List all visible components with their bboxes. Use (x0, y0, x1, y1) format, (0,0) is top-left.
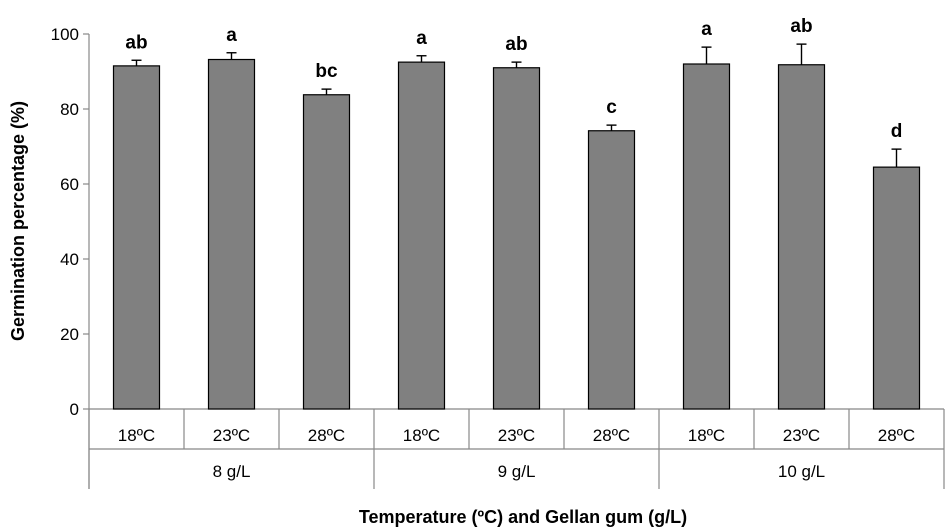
x-axis-title: Temperature (ºC) and Gellan gum (g/L) (359, 507, 687, 527)
group-label: 8 g/L (213, 462, 251, 481)
significance-label: a (226, 25, 237, 46)
y-tick-label: 80 (60, 100, 79, 119)
bar (777, 64, 826, 410)
bar (492, 67, 541, 410)
significance-label: ab (125, 32, 147, 53)
labels: 0 20 40 60 80 100 ab 18ºC a 23ºC bc 28ºC a 18ºC ab 23ºC… (51, 16, 916, 481)
significance-label: ab (505, 34, 527, 55)
bar (872, 166, 921, 410)
category-label: 23ºC (783, 426, 820, 445)
y-tick-label: 100 (51, 25, 79, 44)
group-label: 10 g/L (778, 462, 825, 481)
bar (682, 63, 731, 410)
category-label: 18ºC (118, 426, 155, 445)
significance-label: bc (315, 61, 338, 82)
group-label: 9 g/L (498, 462, 536, 481)
bar (587, 130, 636, 410)
y-tick-label: 40 (60, 250, 79, 269)
y-axis-title: Germination percentage (%) (8, 101, 28, 341)
significance-label: a (701, 19, 712, 40)
category-label: 28ºC (878, 426, 915, 445)
category-label: 18ºC (403, 426, 440, 445)
category-label: 18ºC (688, 426, 725, 445)
y-tick-label: 20 (60, 325, 79, 344)
significance-label: a (416, 28, 427, 49)
error-bars (131, 43, 902, 168)
category-label: 28ºC (593, 426, 630, 445)
y-tick-label: 60 (60, 175, 79, 194)
bar (302, 94, 351, 410)
category-label: 23ºC (498, 426, 535, 445)
y-tick-label: 0 (70, 400, 79, 419)
significance-label: ab (790, 16, 812, 37)
category-label: 23ºC (213, 426, 250, 445)
significance-label: c (606, 97, 617, 118)
bar (397, 61, 446, 410)
bars (112, 58, 921, 410)
category-label: 28ºC (308, 426, 345, 445)
significance-label: d (891, 121, 903, 142)
bar (112, 65, 161, 410)
bar (207, 58, 256, 410)
